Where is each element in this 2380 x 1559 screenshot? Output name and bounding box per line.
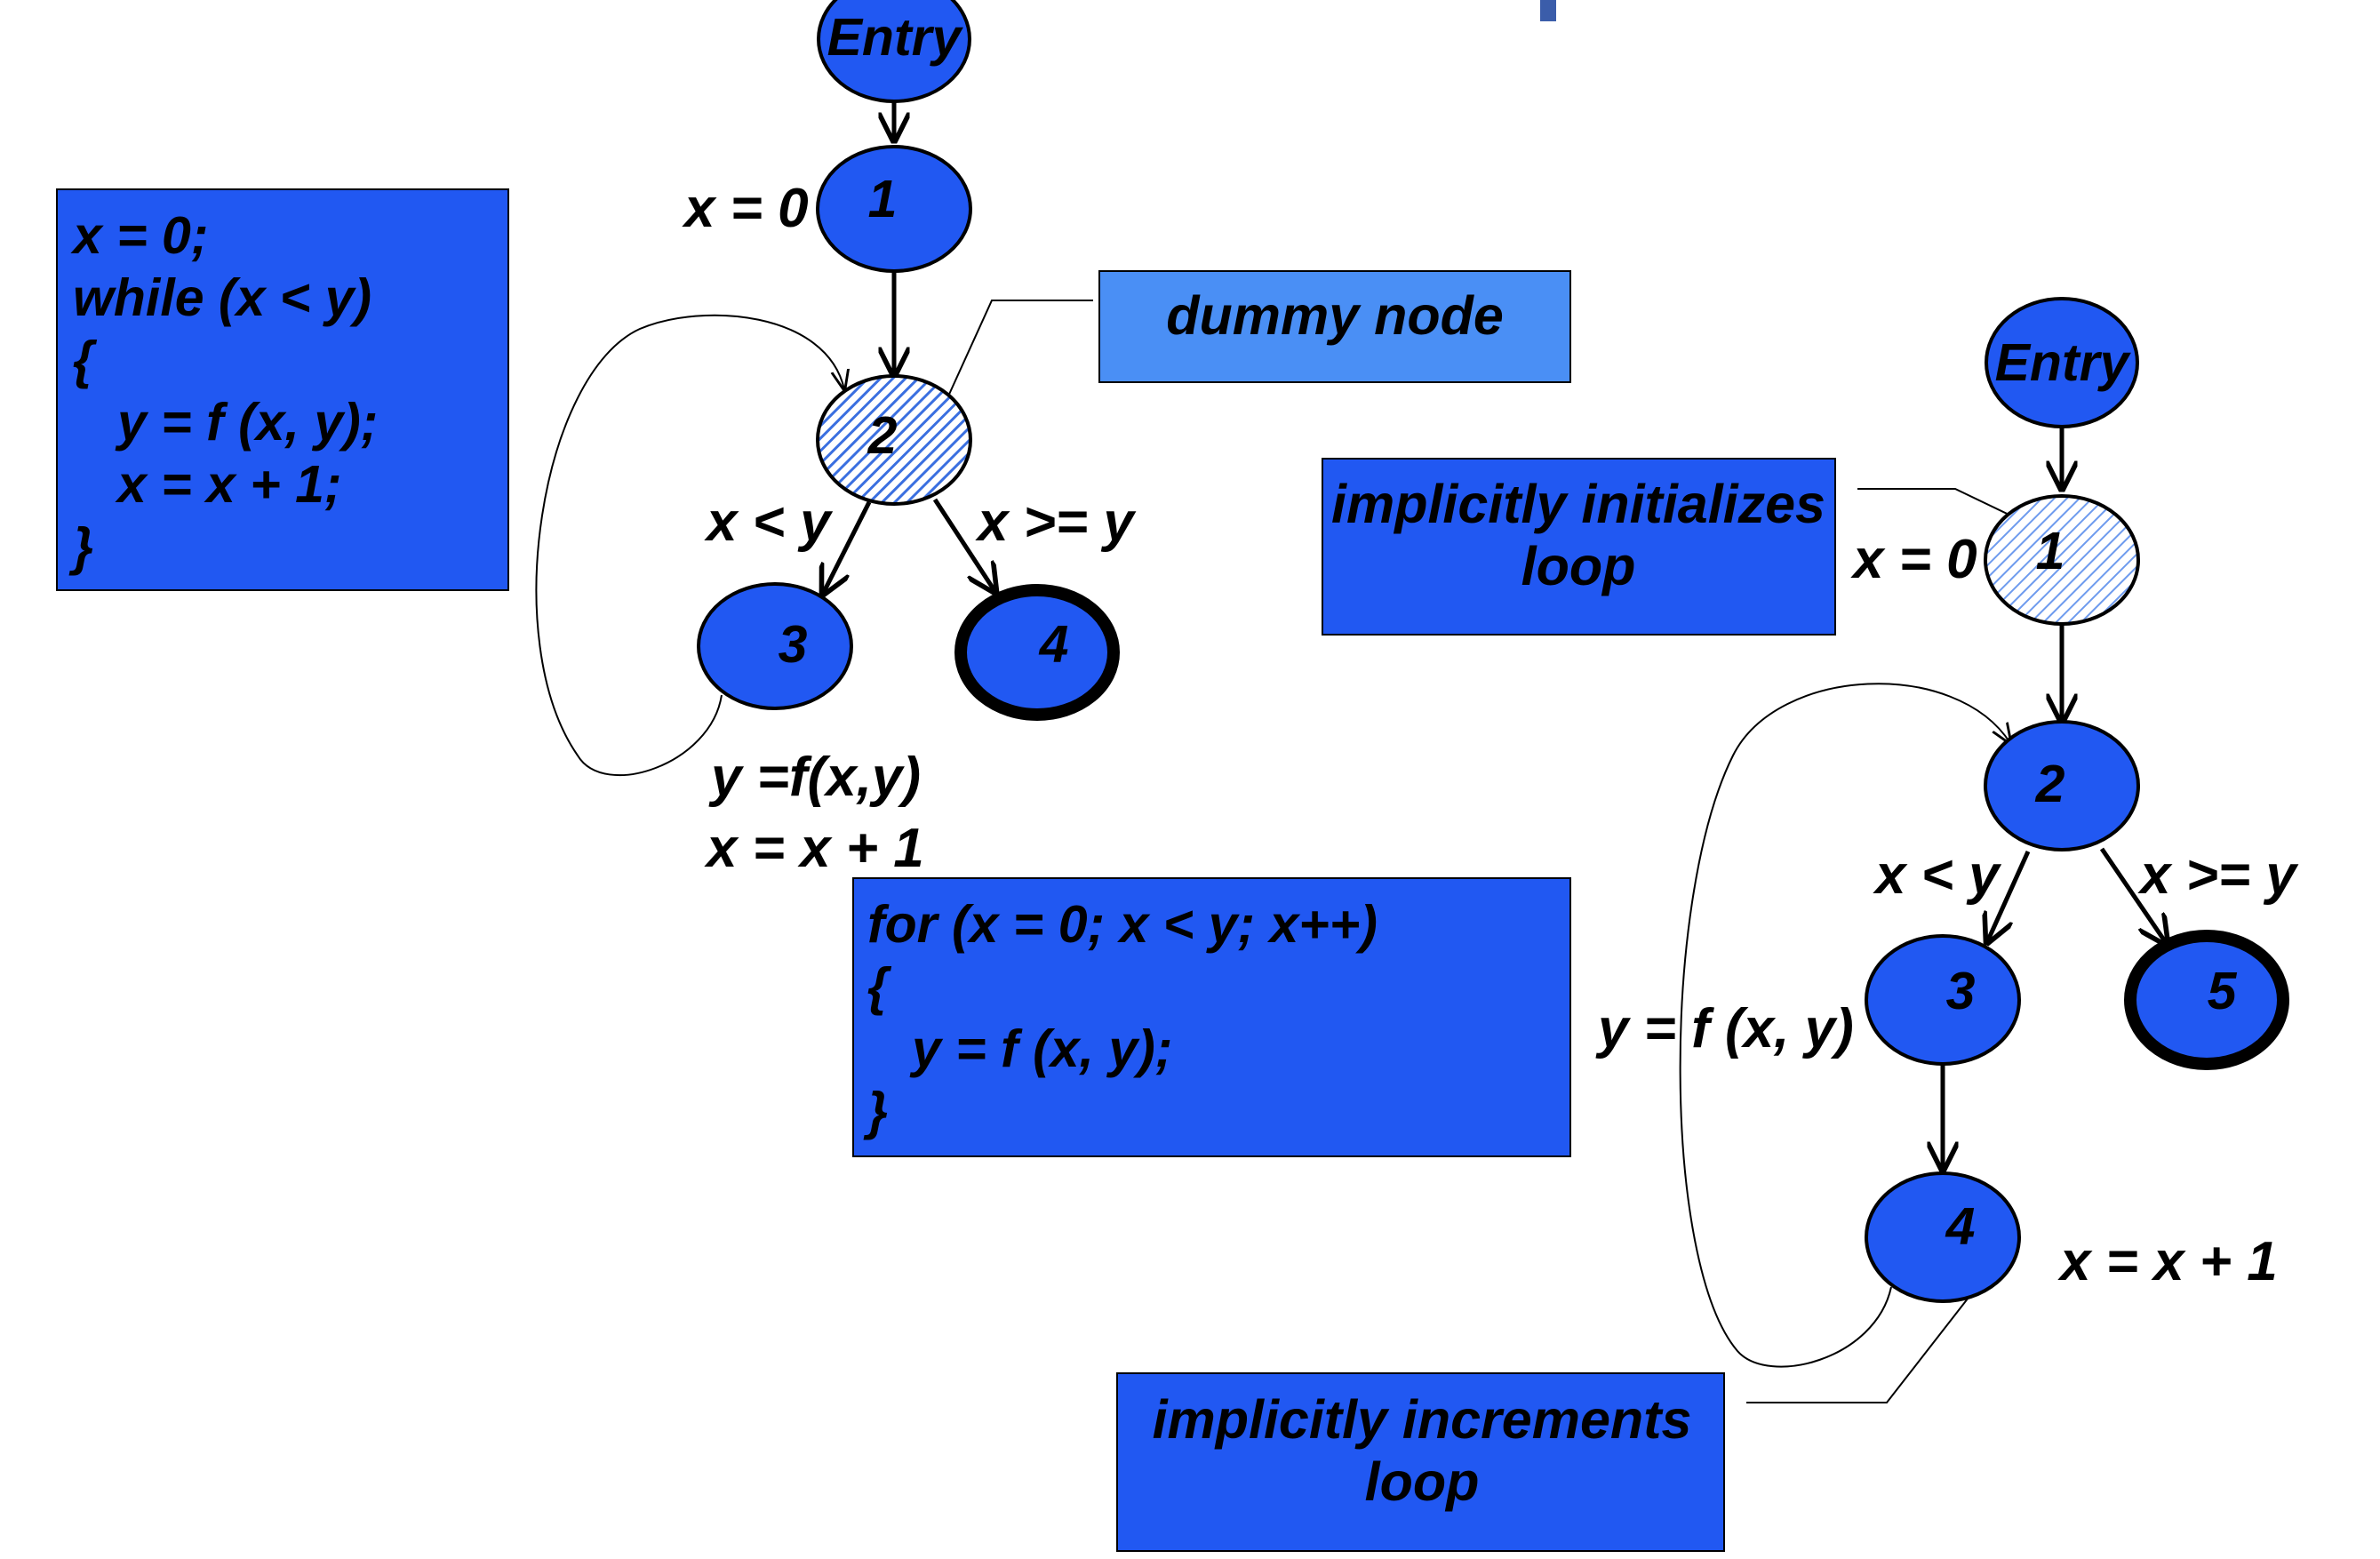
node-2 bbox=[1984, 720, 2140, 851]
accent-bar bbox=[1540, 0, 1556, 21]
label-x-less-y: x < y bbox=[1873, 844, 2002, 906]
label-x-equals-0: x = 0 bbox=[1850, 529, 1977, 590]
code-line: x = x + 1; bbox=[115, 455, 342, 514]
node-2-label: 2 bbox=[2035, 755, 2065, 813]
node-5-label: 5 bbox=[2208, 962, 2238, 1020]
node-3 bbox=[1865, 934, 2021, 1066]
code-box-for: for (x = 0; x < y; x++) { y = f (x, y); … bbox=[852, 877, 1571, 1157]
code-line: while (x < y) bbox=[73, 268, 371, 327]
code-line: y = f (x, y); bbox=[909, 1019, 1172, 1078]
label-body: y = f (x, y) bbox=[1595, 998, 1854, 1059]
node-2-label: 2 bbox=[867, 406, 898, 465]
edge-4-2-back bbox=[1679, 683, 2010, 1368]
code-line: } bbox=[68, 517, 93, 576]
node-1 bbox=[816, 145, 972, 273]
edge-2-3 bbox=[1987, 850, 2031, 942]
label-x-less-y: x < y bbox=[704, 492, 834, 553]
label-x-ge-y: x >= y bbox=[975, 492, 1137, 553]
note-dummy-text: dummy node bbox=[1166, 285, 1504, 346]
node-3-label: 3 bbox=[779, 615, 808, 674]
node-1-label: 1 bbox=[868, 170, 898, 228]
code-box-while: x = 0; while (x < y) { y = f (x, y); x =… bbox=[56, 188, 509, 591]
label-increment: x = x + 1 bbox=[2057, 1231, 2278, 1292]
node-2-dummy bbox=[816, 374, 972, 506]
edge-2-3 bbox=[823, 500, 872, 594]
label-x-equals-0: x = 0 bbox=[682, 178, 809, 239]
note-implicit-init: implicitly initializes loop bbox=[1322, 458, 1836, 636]
note-dummy-node: dummy node bbox=[1098, 270, 1571, 383]
label-body-line1: y =f(x,y) bbox=[708, 747, 921, 808]
note-init-line1: implicitly initializes bbox=[1331, 474, 1825, 534]
node-entry bbox=[1985, 297, 2139, 428]
code-line: for (x = 0; x < y; x++) bbox=[867, 895, 1378, 954]
node-3 bbox=[697, 582, 853, 710]
flow-graph-while: Entry 1 2 3 4 x = 0 x < y x >= y y =f(x,… bbox=[535, 0, 1137, 879]
node-4-exit bbox=[954, 584, 1120, 721]
note-implicit-increment: implicitly increments loop bbox=[1116, 1372, 1725, 1552]
node-1-label: 1 bbox=[2036, 522, 2065, 580]
node-4-label: 4 bbox=[1039, 615, 1069, 674]
code-line: y = f (x, y); bbox=[115, 393, 378, 452]
code-line: } bbox=[863, 1082, 888, 1140]
edge-2-5 bbox=[2099, 847, 2167, 944]
note-init-line2: loop bbox=[1521, 536, 1636, 596]
note-incr-line2: loop bbox=[1365, 1451, 1480, 1512]
edge-2-4 bbox=[932, 498, 995, 592]
edge-3-2-back bbox=[535, 314, 844, 777]
node-5-exit bbox=[2124, 930, 2289, 1070]
callout-incr-leader bbox=[1746, 1277, 1985, 1403]
node-entry-label: Entry bbox=[827, 8, 964, 67]
node-entry-label: Entry bbox=[1995, 333, 2132, 392]
label-body-line2: x = x + 1 bbox=[704, 818, 924, 879]
callout-dummy-leader bbox=[938, 300, 1093, 419]
note-incr-line1: implicitly increments bbox=[1153, 1389, 1692, 1450]
node-4-label: 4 bbox=[1945, 1197, 1976, 1256]
flow-graph-for: Entry 1 2 3 5 4 x = 0 x < y x >= y y = f… bbox=[1595, 297, 2299, 1403]
node-3-label: 3 bbox=[1946, 962, 1976, 1020]
node-4 bbox=[1865, 1171, 2021, 1303]
label-x-ge-y: x >= y bbox=[2137, 844, 2299, 906]
node-1-implicit bbox=[1984, 494, 2140, 626]
node-entry bbox=[817, 0, 971, 103]
code-line: x = 0; bbox=[70, 206, 209, 265]
